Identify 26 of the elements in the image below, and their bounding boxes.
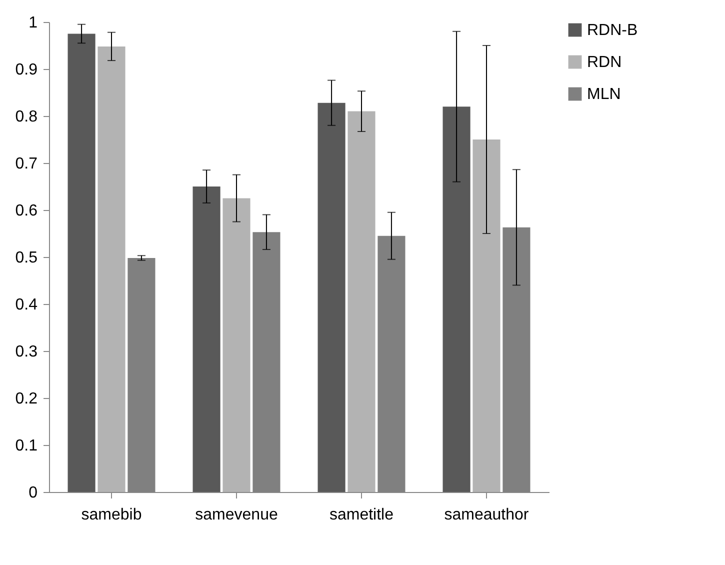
bar <box>472 140 500 492</box>
bar <box>68 34 96 492</box>
legend-label: RDN <box>587 54 622 71</box>
y-tick-label: 0.1 <box>15 438 38 454</box>
y-tick-label: 0.8 <box>15 108 38 126</box>
legend-label: MLN <box>587 86 621 103</box>
legend-label: RDN-B <box>587 22 638 39</box>
bar <box>442 106 470 492</box>
y-tick-label: 0 <box>28 484 38 502</box>
x-tick-label: sametitle <box>329 506 394 524</box>
x-tick-label: sameauthor <box>444 506 530 524</box>
bar <box>318 102 346 492</box>
y-tick-label: 0.3 <box>15 344 38 360</box>
bar <box>222 198 250 492</box>
bar <box>348 111 376 492</box>
x-tick-label: samebib <box>81 506 142 524</box>
bar <box>192 186 220 492</box>
y-tick-label: 0.5 <box>15 250 38 266</box>
x-tick-label: samevenue <box>195 506 278 524</box>
y-tick-label: 0.7 <box>15 156 38 172</box>
y-tick-label: 0.6 <box>15 202 38 220</box>
y-tick-label: 1 <box>28 14 38 32</box>
y-tick-label: 0.4 <box>15 296 38 314</box>
y-tick-label: 0.2 <box>15 390 38 408</box>
y-tick-label: 0.9 <box>15 62 38 78</box>
bar <box>98 46 126 492</box>
